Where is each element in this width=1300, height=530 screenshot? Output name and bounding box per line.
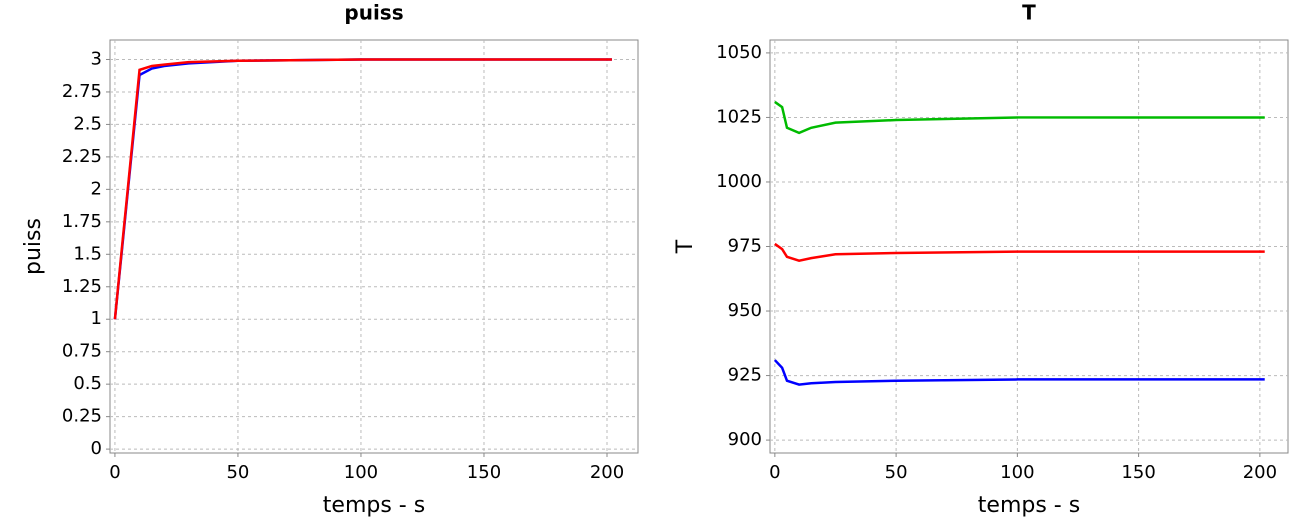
x-tick-label: 50: [226, 462, 249, 483]
y-tick-label: 1050: [716, 42, 762, 63]
y-tick-label: 925: [728, 365, 762, 386]
y-tick-label: 1.25: [62, 276, 102, 297]
x-tick-label: 100: [1000, 462, 1034, 483]
y-axis-label: puiss: [21, 218, 46, 275]
y-tick-label: 1000: [716, 171, 762, 192]
chart-title: puiss: [344, 1, 403, 25]
series-line: [774, 242, 1265, 262]
y-tick-label: 0.25: [62, 406, 102, 427]
series-line: [773, 359, 1265, 386]
y-tick-label: 2.75: [62, 81, 102, 102]
y-tick-label: 975: [728, 236, 762, 257]
y-tick-label: 2.5: [73, 113, 102, 134]
y-tick-label: 1025: [716, 106, 762, 127]
x-axis-label: temps - s: [978, 493, 1080, 518]
chart-title: T: [1022, 1, 1036, 25]
series-line: [113, 58, 612, 320]
x-tick-label: 0: [109, 462, 120, 483]
y-tick-label: 0.75: [62, 341, 102, 362]
y-tick-label: 900: [728, 429, 762, 450]
series-line: [774, 100, 1265, 135]
y-tick-label: 1.5: [73, 243, 102, 264]
y-tick-label: 1: [91, 308, 102, 329]
y-axis-label: T: [673, 239, 698, 254]
x-axis-label: temps - s: [323, 493, 425, 518]
y-tick-label: 1.75: [62, 211, 102, 232]
y-tick-label: 0.5: [73, 373, 102, 394]
x-tick-label: 50: [885, 462, 908, 483]
x-tick-label: 150: [1121, 462, 1155, 483]
y-tick-label: 0: [91, 438, 102, 459]
y-tick-label: 3: [91, 48, 102, 69]
x-tick-label: 200: [590, 462, 624, 483]
y-tick-label: 2.25: [62, 146, 102, 167]
plot-area: [109, 39, 639, 454]
x-tick-label: 150: [467, 462, 501, 483]
x-tick-label: 200: [1243, 462, 1277, 483]
x-tick-label: 100: [344, 462, 378, 483]
y-tick-label: 2: [91, 178, 102, 199]
x-tick-label: 0: [769, 462, 780, 483]
y-tick-label: 950: [728, 300, 762, 321]
